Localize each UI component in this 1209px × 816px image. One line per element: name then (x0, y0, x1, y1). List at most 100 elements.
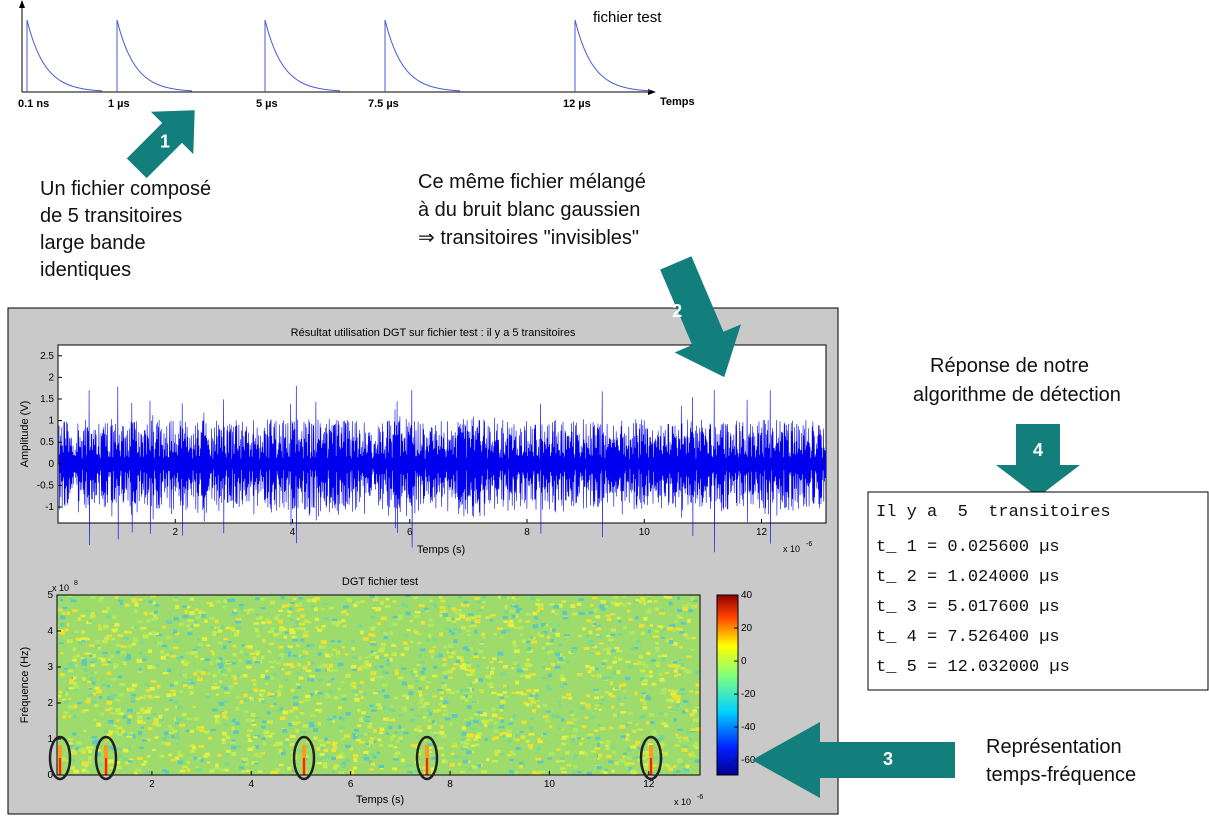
spectrogram-cell (251, 723, 257, 726)
spectrogram-cell (245, 653, 250, 657)
axes: 2 4 6 8 10 12-1-0.500.511.522.52 4 6 8 10 12012345… (37, 351, 768, 790)
spectrogram-cell (287, 614, 291, 617)
spectrogram-cell (527, 663, 533, 667)
spectrogram-cell (672, 770, 676, 775)
spectrogram-cell (521, 720, 527, 724)
spectrogram-cell (607, 676, 612, 679)
spectrogram-cell (74, 687, 79, 691)
spectrogram-cell (81, 677, 86, 681)
spectrogram-cell (610, 649, 616, 653)
spectrogram-cell (253, 752, 259, 756)
spectrogram-cell (599, 604, 605, 608)
spectrogram-cell (127, 718, 131, 722)
spectrogram-cell (460, 665, 467, 670)
spectrogram-cell (593, 729, 599, 732)
spectrogram-cell (694, 759, 700, 763)
spectrogram-cell (61, 611, 66, 615)
spectrogram-cell (357, 666, 363, 671)
spectrogram-cell (226, 659, 231, 662)
spectrogram-cell (217, 641, 223, 645)
spectrogram-cell (604, 769, 609, 772)
spectrogram-cell (359, 680, 364, 685)
spectrogram-cell (654, 630, 660, 633)
spectrogram-cell (599, 642, 604, 645)
spectrogram-cell (125, 760, 129, 765)
spectrogram-cell (173, 629, 178, 634)
spectrogram-cell (558, 704, 563, 709)
spectrogram-cell (341, 718, 346, 722)
spectrogram-cell (429, 649, 435, 653)
spectrogram-cell (311, 598, 317, 603)
spectrogram-cell (115, 650, 121, 654)
spectrogram-cell (467, 613, 474, 616)
spectrogram-cell (342, 609, 347, 614)
spectrogram-cell (641, 682, 648, 686)
spectrogram-cell (604, 690, 609, 694)
spectrogram-cell (291, 763, 295, 766)
spectrogram-cell (641, 692, 646, 696)
spectrogram-cell (246, 729, 253, 732)
spectrogram-cell (314, 607, 318, 612)
spectrogram-cell (442, 671, 448, 675)
spectrogram-cell (243, 693, 248, 698)
spectrogram-cell (303, 630, 309, 634)
spectrogram-cell (152, 748, 156, 752)
spectrogram-cell (230, 627, 236, 631)
spectrogram-cell (452, 620, 457, 624)
spectrogram-cell (201, 613, 206, 618)
spectrogram-cell (645, 610, 651, 614)
spectrogram-cell (326, 683, 331, 686)
spectrogram-cell (279, 763, 284, 767)
spectrogram-cell (675, 733, 679, 736)
spectrogram-cell (539, 634, 545, 638)
spectrogram-cell (400, 728, 405, 732)
spectrogram-cell (305, 755, 309, 758)
spectrogram-cell (502, 691, 507, 694)
spectrogram-cell (578, 674, 582, 678)
spectrogram-cell (235, 745, 241, 749)
spectrogram-cell (557, 656, 564, 661)
spectrogram-cell (443, 699, 448, 704)
spectrogram-cell (433, 665, 438, 669)
spectrogram-cell (547, 757, 553, 760)
spectrogram-cell (272, 770, 279, 774)
spectrogram-cell (117, 675, 123, 679)
spectrogram-cell (458, 659, 464, 663)
spectrogram-cell (519, 674, 526, 678)
spectrogram-cell (72, 655, 77, 659)
spectrogram-cell (451, 713, 458, 718)
spectrogram-cell (459, 770, 465, 774)
spectrogram-cell (360, 600, 365, 604)
spectrogram-cell (570, 713, 575, 717)
spectrogram-cell (187, 679, 193, 682)
spectrogram-cell (142, 694, 148, 698)
spectrogram-cell (676, 672, 681, 676)
spectrogram-cell (127, 747, 131, 751)
spectrogram-cell (294, 619, 301, 624)
spectrogram-cell (313, 728, 318, 733)
spectrogram-cell (663, 724, 669, 728)
transient-pulse (264, 19, 341, 92)
spectrogram-cell (439, 606, 446, 610)
spectrogram-cell (204, 658, 210, 662)
spectrogram-cell (546, 642, 550, 645)
spectrogram-cell (515, 733, 521, 738)
spectrogram-cell (233, 677, 237, 681)
spectrogram-cell (315, 626, 319, 629)
spectrogram-cell (682, 604, 689, 608)
spectrogram-cell (642, 694, 646, 698)
spectrogram-cell (568, 724, 575, 727)
spectrogram-cell (302, 724, 308, 728)
spectrogram-cell (72, 714, 77, 719)
spectrogram-cell (498, 726, 505, 729)
spectrogram-cell (321, 755, 328, 758)
spectrogram-cell (443, 675, 448, 679)
spectrogram-cell (166, 636, 172, 640)
spectrogram-cell (628, 665, 634, 669)
spectrogram-cell (117, 712, 124, 716)
spectrogram-cell (69, 742, 73, 745)
step-number: 4 (1033, 440, 1043, 460)
spectrogram-cell (598, 634, 603, 638)
spectrogram-cell (281, 752, 286, 756)
spectrogram-cell (691, 636, 696, 640)
